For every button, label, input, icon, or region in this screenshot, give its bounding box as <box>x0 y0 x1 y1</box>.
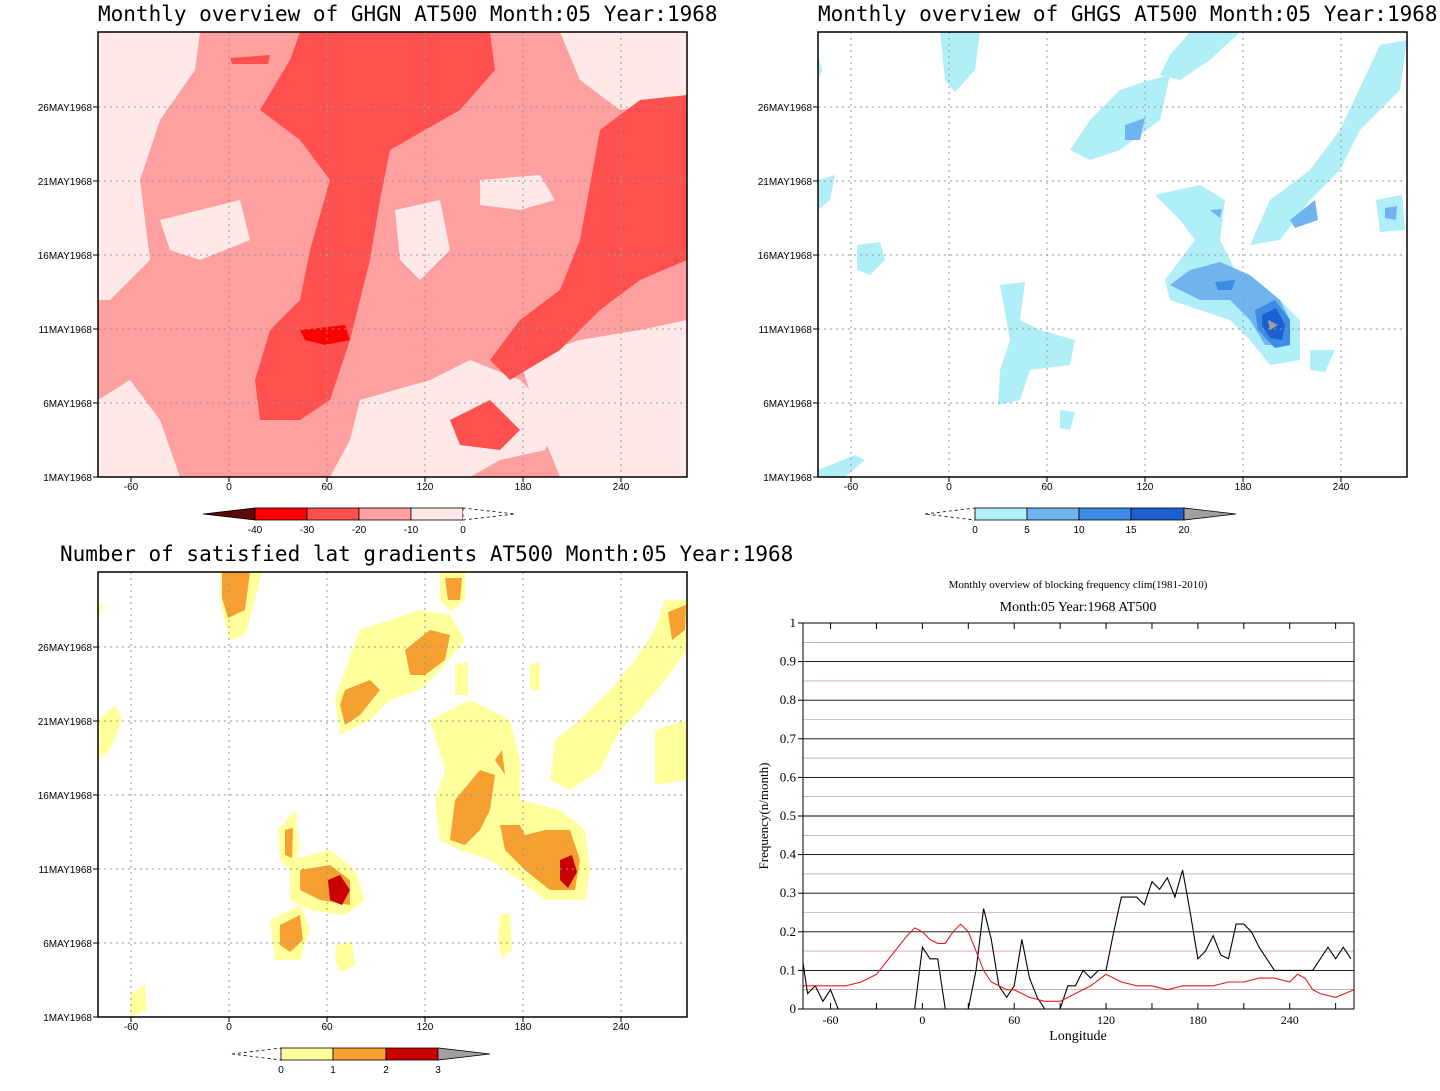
ghgn-xtick: 180 <box>515 482 532 493</box>
ghgn-ytick: 6MAY1968 <box>43 399 92 410</box>
ghgs-title: Monthly overview of GHGS AT500 Month:05 … <box>818 2 1438 26</box>
lat-colorbar: 0 1 2 3 <box>231 1047 491 1076</box>
lat-ytick: 21MAY1968 <box>38 717 93 728</box>
ghgn-xtick: 0 <box>226 482 232 493</box>
line-ylabel: Frequency(n/month) <box>756 763 771 870</box>
line-panel: Monthly overview of blocking frequency c… <box>756 579 1355 1044</box>
y-tick-label: 0.5 <box>780 808 796 823</box>
lat-cbar-label: 3 <box>435 1065 441 1076</box>
ghgn-ytick: 1MAY1968 <box>43 473 92 484</box>
x-tick-label: 120 <box>1097 1013 1115 1027</box>
ghgn-cbar-label: -10 <box>404 525 419 536</box>
x-tick-label: 180 <box>1189 1013 1207 1027</box>
y-tick-label: 0.6 <box>780 769 797 784</box>
line-grid <box>803 641 1354 991</box>
y-tick-label: 0 <box>790 1001 797 1016</box>
line-xticks: -60 0 60 120 180 240 <box>823 623 1337 1027</box>
y-tick-label: 0.2 <box>780 924 796 939</box>
y-tick-label: 0.9 <box>780 654 796 669</box>
lat-panel: -60 0 60 120 180 240 1MAY1968 6MAY1968 1… <box>38 571 688 1033</box>
lat-cbar-label: 1 <box>330 1065 336 1076</box>
ghgs-xtick: 0 <box>946 482 952 493</box>
lat-ytick: 1MAY1968 <box>43 1013 92 1024</box>
ghgn-xtick: -60 <box>124 482 139 493</box>
ghgn-xtick: 240 <box>613 482 630 493</box>
lat-xtick: 180 <box>515 1022 532 1033</box>
ghgs-colorbar: 0 5 10 15 20 <box>924 507 1237 536</box>
ghgn-panel: -60 0 60 120 180 240 1MAY1968 6MAY1968 1… <box>38 31 688 493</box>
ghgs-ytick: 1MAY1968 <box>763 473 812 484</box>
lat-cbar-label: 0 <box>278 1065 284 1076</box>
lat-ytick: 11MAY1968 <box>38 865 92 876</box>
line-series <box>802 869 1355 1010</box>
lat-cbar-label: 2 <box>383 1065 389 1076</box>
x-tick-label: 0 <box>919 1013 925 1027</box>
lat-ytick: 26MAY1968 <box>38 643 93 654</box>
ghgn-ytick: 11MAY1968 <box>38 325 92 336</box>
ghgn-cbar-label: -20 <box>352 525 367 536</box>
y-tick-label: 0.1 <box>780 962 796 977</box>
ghgn-cbar-label: -40 <box>248 525 263 536</box>
lat-xtick: 240 <box>613 1022 630 1033</box>
ghgs-ytick: 16MAY1968 <box>758 251 813 262</box>
ghgn-title: Monthly overview of GHGN AT500 Month:05 … <box>98 2 718 26</box>
ghgs-ytick: 21MAY1968 <box>758 177 813 188</box>
y-tick-label: 0.4 <box>780 847 797 862</box>
ghgs-xtick: 240 <box>1333 482 1350 493</box>
line-xlabel: Longitude <box>1049 1029 1107 1044</box>
x-tick-label: 240 <box>1281 1013 1299 1027</box>
ghgs-cbar-label: 10 <box>1073 525 1085 536</box>
ghgs-ytick: 11MAY1968 <box>758 325 812 336</box>
x-tick-label: 60 <box>1008 1013 1020 1027</box>
ghgs-xtick: -60 <box>844 482 859 493</box>
ghgs-panel: -60 0 60 120 180 240 1MAY1968 6MAY1968 1… <box>758 31 1408 493</box>
lat-xtick: 120 <box>417 1022 434 1033</box>
lat-ytick: 6MAY1968 <box>43 939 92 950</box>
ghgs-xtick: 120 <box>1137 482 1154 493</box>
series-line-black <box>802 869 1352 1010</box>
ghgn-ytick: 21MAY1968 <box>38 177 93 188</box>
line-yticks: 0 0.1 0.2 0.3 0.4 0.5 0.6 0.7 0.8 0.9 1 <box>780 615 803 1016</box>
ghgs-cbar-label: 0 <box>972 525 978 536</box>
line-frame <box>802 622 1355 1010</box>
lat-title: Number of satisfied lat gradients AT500 … <box>60 542 794 566</box>
ghgn-xtick: 120 <box>417 482 434 493</box>
ghgn-ytick: 16MAY1968 <box>38 251 93 262</box>
ghgs-xtick: 60 <box>1041 482 1053 493</box>
ghgs-cbar-label: 20 <box>1178 525 1190 536</box>
ghgs-ytick: 26MAY1968 <box>758 103 813 114</box>
line-title: Monthly overview of blocking frequency c… <box>949 579 1208 591</box>
ghgs-cbar-label: 5 <box>1024 525 1030 536</box>
y-tick-label: 0.7 <box>780 731 797 746</box>
ghgn-xtick: 60 <box>321 482 333 493</box>
series-line-red <box>803 923 1355 1002</box>
ghgs-xtick: 180 <box>1235 482 1252 493</box>
lat-xtick: 60 <box>321 1022 333 1033</box>
y-tick-label: 0.3 <box>780 885 796 900</box>
ghgs-cbar-label: 15 <box>1125 525 1137 536</box>
x-tick-label: -60 <box>823 1013 839 1027</box>
ghgn-ytick: 26MAY1968 <box>38 103 93 114</box>
y-tick-label: 0.8 <box>780 692 796 707</box>
lat-xtick: -60 <box>124 1022 139 1033</box>
lat-ytick: 16MAY1968 <box>38 791 93 802</box>
lat-xtick: 0 <box>226 1022 232 1033</box>
ghgn-colorbar: -40 -30 -20 -10 0 <box>202 507 516 536</box>
ghgn-cbar-label: 0 <box>460 525 466 536</box>
y-tick-label: 1 <box>790 615 797 630</box>
line-subtitle: Month:05 Year:1968 AT500 <box>1000 600 1157 615</box>
ghgn-cbar-label: -30 <box>300 525 315 536</box>
ghgs-ytick: 6MAY1968 <box>763 399 812 410</box>
